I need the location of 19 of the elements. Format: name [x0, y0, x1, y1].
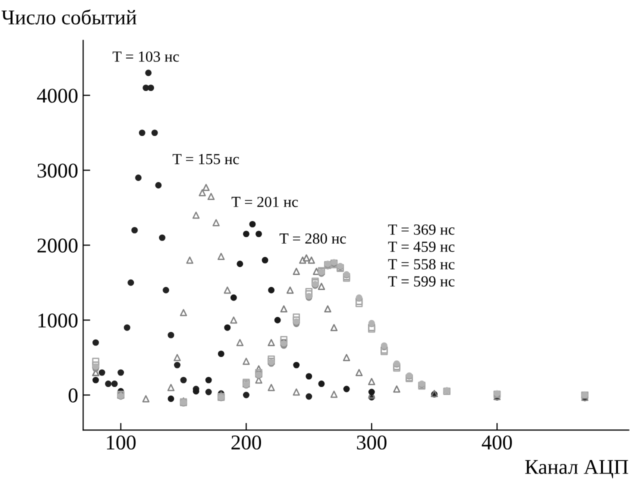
x-tick-label: 100: [106, 435, 136, 450]
annotation: T = 201 нс: [232, 196, 298, 208]
annotation: T = 558 нс: [388, 259, 454, 270]
annotation: T = 369 нс: [388, 224, 454, 235]
x-tick-label: 200: [231, 435, 262, 450]
y-tick-label: 0: [68, 388, 78, 402]
annotation: T = 155 нс: [172, 154, 239, 164]
annotation: T = 599 нс: [388, 276, 454, 287]
y-tick-label: 4000: [37, 88, 78, 103]
x-tick-label: 400: [482, 435, 512, 450]
x-tick-label: 300: [357, 435, 386, 450]
annotation: T = 459 нс: [388, 242, 454, 252]
y-tick-label: 3000: [38, 164, 78, 178]
y-tick-label: 2000: [38, 238, 78, 253]
annotation: T = 103 нс: [112, 51, 179, 62]
y-tick-label: 1000: [38, 313, 78, 328]
y-axis-title: Число событий: [2, 9, 136, 24]
x-axis-title: Канал АЦП: [525, 460, 628, 478]
annotation: T = 280 нс: [280, 233, 346, 244]
